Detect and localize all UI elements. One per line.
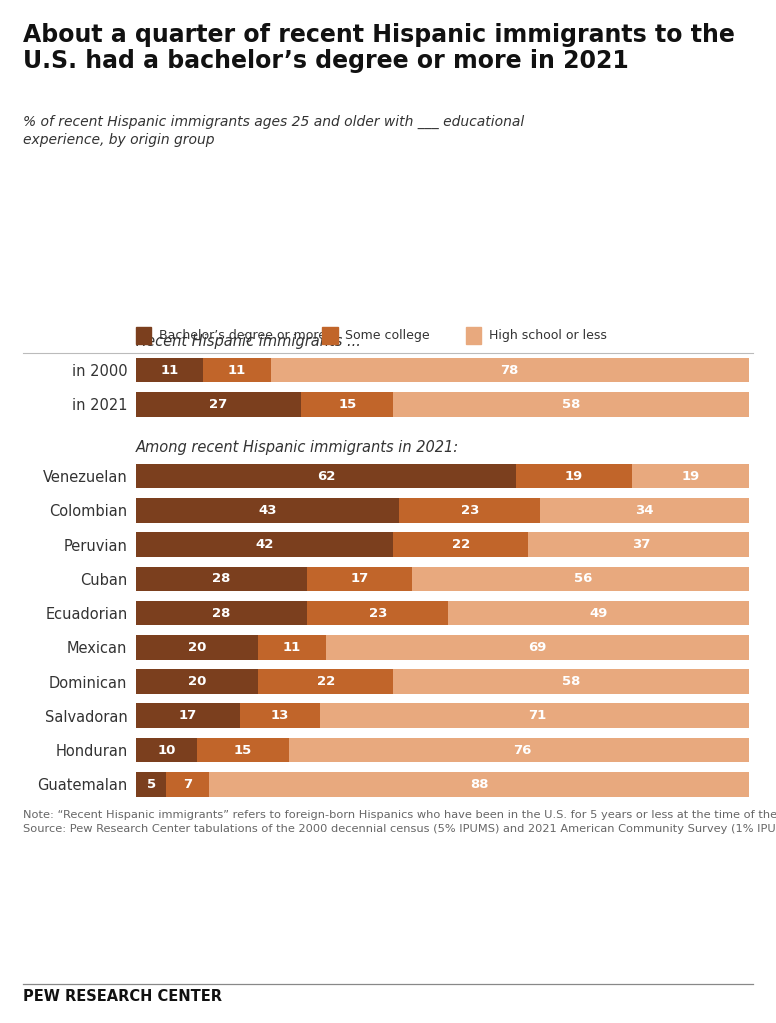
Bar bbox=[136, 532, 393, 557]
Bar bbox=[320, 704, 755, 728]
Text: Note: “Recent Hispanic immigrants” refers to foreign-born Hispanics who have bee: Note: “Recent Hispanic immigrants” refer… bbox=[23, 810, 776, 834]
Bar bbox=[240, 704, 320, 728]
Text: Among recent Hispanic immigrants in 2021:: Among recent Hispanic immigrants in 2021… bbox=[136, 440, 459, 455]
Text: 49: 49 bbox=[590, 607, 608, 620]
Text: 42: 42 bbox=[255, 538, 274, 551]
Text: 22: 22 bbox=[452, 538, 469, 551]
Bar bbox=[393, 392, 749, 416]
Bar bbox=[136, 358, 203, 383]
Text: 19: 19 bbox=[565, 470, 584, 483]
Text: 27: 27 bbox=[210, 398, 227, 411]
Bar bbox=[136, 567, 307, 591]
Bar bbox=[136, 498, 400, 523]
Text: PEW RESEARCH CENTER: PEW RESEARCH CENTER bbox=[23, 989, 222, 1005]
Text: 11: 11 bbox=[283, 640, 301, 654]
Bar bbox=[136, 392, 301, 416]
Text: Bachelor’s degree or more: Bachelor’s degree or more bbox=[159, 329, 326, 342]
Text: 17: 17 bbox=[351, 572, 369, 585]
Bar bbox=[326, 635, 749, 660]
Text: 20: 20 bbox=[188, 640, 206, 654]
Bar bbox=[449, 601, 749, 625]
Text: 88: 88 bbox=[469, 777, 488, 791]
Bar bbox=[411, 567, 755, 591]
Bar bbox=[301, 392, 393, 416]
Text: % of recent Hispanic immigrants ages 25 and older with ___ educational
experienc: % of recent Hispanic immigrants ages 25 … bbox=[23, 115, 525, 146]
Bar bbox=[393, 669, 749, 694]
Text: 78: 78 bbox=[501, 363, 519, 376]
Text: High school or less: High school or less bbox=[489, 329, 607, 342]
Bar bbox=[258, 635, 326, 660]
Text: 71: 71 bbox=[528, 709, 546, 722]
Bar bbox=[528, 532, 755, 557]
Bar bbox=[516, 463, 632, 489]
Text: 11: 11 bbox=[228, 363, 246, 376]
Text: 19: 19 bbox=[681, 470, 700, 483]
Bar bbox=[258, 669, 393, 694]
Text: 17: 17 bbox=[178, 709, 197, 722]
Bar bbox=[203, 358, 271, 383]
Bar bbox=[136, 704, 240, 728]
Bar bbox=[210, 772, 749, 797]
Text: Recent Hispanic immigrants ...: Recent Hispanic immigrants ... bbox=[136, 333, 361, 349]
Text: 5: 5 bbox=[147, 777, 156, 791]
Text: 7: 7 bbox=[183, 777, 192, 791]
Bar bbox=[307, 567, 411, 591]
Bar bbox=[136, 669, 258, 694]
Bar bbox=[393, 532, 528, 557]
Bar bbox=[136, 601, 307, 625]
Text: 62: 62 bbox=[317, 470, 335, 483]
Text: 11: 11 bbox=[161, 363, 178, 376]
Bar bbox=[197, 738, 289, 762]
Bar bbox=[400, 498, 540, 523]
Bar bbox=[540, 498, 749, 523]
Text: 76: 76 bbox=[513, 744, 532, 756]
Text: 58: 58 bbox=[562, 675, 580, 688]
Bar bbox=[136, 463, 516, 489]
Text: 23: 23 bbox=[369, 607, 387, 620]
Text: 23: 23 bbox=[461, 504, 479, 517]
Bar bbox=[289, 738, 755, 762]
Bar bbox=[271, 358, 749, 383]
Text: About a quarter of recent Hispanic immigrants to the
U.S. had a bachelor’s degre: About a quarter of recent Hispanic immig… bbox=[23, 23, 735, 74]
Bar bbox=[307, 601, 449, 625]
Text: 56: 56 bbox=[574, 572, 593, 585]
Bar bbox=[166, 772, 210, 797]
Bar bbox=[136, 738, 197, 762]
Text: 34: 34 bbox=[636, 504, 654, 517]
Text: 43: 43 bbox=[258, 504, 277, 517]
Text: 69: 69 bbox=[528, 640, 546, 654]
Text: 22: 22 bbox=[317, 675, 335, 688]
Bar bbox=[136, 772, 166, 797]
Text: 58: 58 bbox=[562, 398, 580, 411]
Bar bbox=[136, 635, 258, 660]
Text: 28: 28 bbox=[213, 572, 230, 585]
Text: 15: 15 bbox=[338, 398, 356, 411]
Text: 37: 37 bbox=[632, 538, 651, 551]
Text: 20: 20 bbox=[188, 675, 206, 688]
Text: 13: 13 bbox=[271, 709, 289, 722]
Text: Some college: Some college bbox=[345, 329, 430, 342]
Text: 28: 28 bbox=[213, 607, 230, 620]
Text: 10: 10 bbox=[158, 744, 175, 756]
Bar bbox=[632, 463, 749, 489]
Text: 15: 15 bbox=[234, 744, 252, 756]
